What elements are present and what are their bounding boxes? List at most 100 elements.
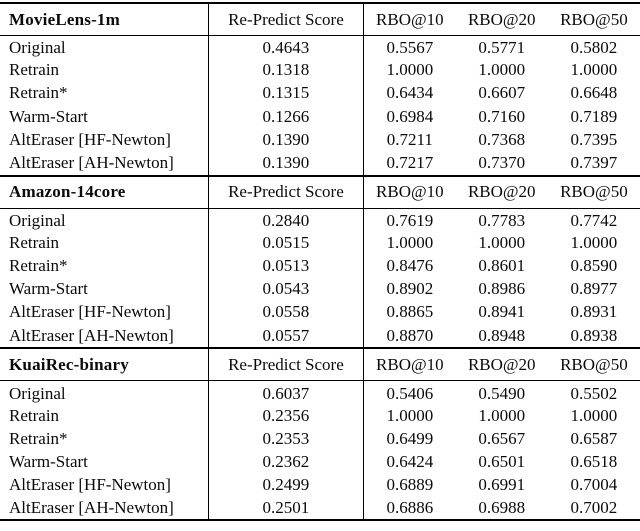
column-header-rbo20: RBO@20	[455, 3, 548, 36]
method-label: Original	[9, 383, 66, 403]
method-label: Retrain*	[9, 256, 68, 276]
section-title: KuaiRec-binary	[0, 348, 209, 382]
method-label: AltEraser [HF-Newton]	[9, 475, 171, 495]
method-label: AltEraser [AH-Newton]	[9, 497, 174, 517]
cell-repredict: 0.0513	[207, 254, 364, 278]
cell-repredict: 0.2499	[207, 473, 364, 497]
table-row: Retrain* 0.1315 0.6434 0.6607 0.6648	[0, 81, 640, 106]
cell-rbo20: 0.5771	[478, 38, 526, 58]
table-row: Retrain* 0.0513 0.8476 0.8601 0.8590	[0, 254, 640, 278]
cell-rbo20: 0.7783	[478, 210, 526, 230]
cell-repredict: 0.1390	[207, 128, 364, 152]
table-row: Retrain* 0.2353 0.6499 0.6567 0.6587	[0, 427, 640, 451]
cell-rbo10: 0.8870	[363, 324, 456, 348]
cell-repredict: 0.2840	[207, 208, 364, 232]
cell-rbo20: 0.8986	[478, 279, 526, 299]
cell-rbo50: 0.7002	[570, 497, 618, 517]
cell-rbo50: 0.7395	[570, 129, 618, 149]
cell-rbo20: 1.0000	[478, 60, 526, 80]
cell-rbo20: 0.8948	[478, 325, 526, 345]
table-row: AltEraser [AH-Newton] 0.1390 0.7217 0.73…	[0, 151, 640, 175]
table-row: Warm-Start 0.0543 0.8902 0.8986 0.8977	[0, 277, 640, 301]
cell-rbo50: 1.0000	[570, 405, 618, 425]
table-row: Warm-Start 0.1266 0.6984 0.7160 0.7189	[0, 105, 640, 129]
column-header-rbo20: RBO@20	[455, 175, 548, 209]
method-label: Warm-Start	[9, 279, 88, 299]
dataset-table-amazon-14core: Amazon-14core Re-Predict Score RBO@10 RB…	[0, 174, 640, 348]
cell-repredict: 0.0515	[207, 231, 364, 255]
cell-rbo50: 0.8977	[570, 279, 618, 299]
cell-repredict: 0.0558	[207, 300, 364, 325]
column-header-rbo10: RBO@10	[363, 175, 456, 209]
column-header-rbo50: RBO@50	[547, 348, 640, 382]
cell-rbo50: 0.7742	[570, 210, 618, 230]
cell-repredict: 0.4643	[207, 35, 364, 59]
cell-rbo20: 0.6567	[478, 428, 526, 448]
column-header-repredict: Re-Predict Score	[207, 348, 364, 382]
section-title: MovieLens-1m	[0, 3, 209, 36]
cell-rbo20: 0.5490	[478, 383, 526, 403]
table-row: Retrain 0.2356 1.0000 1.0000 1.0000	[0, 403, 640, 428]
table-row: AltEraser [HF-Newton] 0.0558 0.8865 0.89…	[0, 300, 640, 325]
cell-rbo10: 0.7619	[363, 208, 456, 232]
cell-rbo50: 0.7004	[570, 475, 618, 495]
table-row: AltEraser [HF-Newton] 0.1390 0.7211 0.73…	[0, 128, 640, 152]
column-header-repredict: Re-Predict Score	[207, 3, 364, 36]
method-label: Retrain	[9, 232, 60, 252]
cell-rbo10: 0.8476	[363, 254, 456, 278]
cell-rbo20: 0.6501	[478, 451, 526, 471]
cell-repredict: 0.1266	[207, 105, 364, 129]
cell-repredict: 0.1318	[207, 58, 364, 82]
cell-rbo10: 0.6886	[363, 496, 456, 520]
method-label: Retrain	[9, 60, 60, 80]
cell-rbo50: 0.8931	[570, 302, 618, 322]
method-label: Warm-Start	[9, 451, 88, 471]
method-label: Retrain	[9, 405, 60, 425]
table-row: AltEraser [HF-Newton] 0.2499 0.6889 0.69…	[0, 473, 640, 497]
cell-repredict: 0.2501	[207, 496, 364, 520]
cell-rbo10: 0.7217	[363, 151, 456, 175]
table-row: Retrain 0.1318 1.0000 1.0000 1.0000	[0, 58, 640, 82]
method-label: Original	[9, 210, 66, 230]
cell-rbo50: 0.6518	[570, 451, 618, 471]
cell-rbo50: 0.8938	[570, 325, 618, 345]
cell-rbo50: 0.5502	[570, 383, 618, 403]
column-header-rbo10: RBO@10	[363, 3, 456, 36]
cell-rbo10: 0.6984	[363, 105, 456, 129]
cell-rbo10: 1.0000	[363, 58, 456, 82]
column-header-rbo10: RBO@10	[363, 348, 456, 382]
cell-rbo20: 0.8941	[478, 302, 526, 322]
cell-repredict: 0.2353	[207, 427, 364, 451]
cell-rbo10: 1.0000	[363, 403, 456, 428]
cell-rbo50: 0.5802	[570, 38, 618, 58]
cell-rbo20: 0.7370	[478, 153, 526, 173]
table-row: Original 0.6037 0.5406 0.5490 0.5502	[0, 380, 640, 404]
cell-repredict: 0.2356	[207, 403, 364, 428]
table-row: Retrain 0.0515 1.0000 1.0000 1.0000	[0, 231, 640, 255]
cell-rbo20: 0.6988	[478, 497, 526, 517]
cell-rbo50: 0.8590	[570, 256, 618, 276]
cell-rbo20: 0.7160	[478, 106, 526, 126]
cell-rbo10: 0.6434	[363, 81, 456, 106]
dataset-table-movielens-1m: MovieLens-1m Re-Predict Score RBO@10 RBO…	[0, 2, 640, 175]
header-row: MovieLens-1m Re-Predict Score RBO@10 RBO…	[0, 3, 640, 36]
cell-repredict: 0.0557	[207, 324, 364, 348]
column-header-rbo50: RBO@50	[547, 175, 640, 209]
cell-repredict: 0.0543	[207, 277, 364, 301]
cell-rbo20: 1.0000	[478, 405, 526, 425]
column-header-repredict: Re-Predict Score	[207, 175, 364, 209]
column-header-rbo20: RBO@20	[455, 348, 548, 382]
cell-repredict: 0.2362	[207, 450, 364, 474]
column-header-rbo50: RBO@50	[547, 3, 640, 36]
method-label: AltEraser [AH-Newton]	[9, 325, 174, 345]
cell-rbo20: 0.6607	[478, 83, 526, 103]
table-row: Original 0.4643 0.5567 0.5771 0.5802	[0, 35, 640, 59]
method-label: AltEraser [HF-Newton]	[9, 129, 171, 149]
cell-rbo10: 0.7211	[363, 128, 456, 152]
dataset-table-kuairec-binary: KuaiRec-binary Re-Predict Score RBO@10 R…	[0, 347, 640, 521]
table-row: AltEraser [AH-Newton] 0.2501 0.6886 0.69…	[0, 496, 640, 520]
section-title: Amazon-14core	[0, 175, 209, 209]
cell-rbo20: 1.0000	[478, 232, 526, 252]
cell-repredict: 0.6037	[207, 380, 364, 404]
method-label: AltEraser [AH-Newton]	[9, 153, 174, 173]
